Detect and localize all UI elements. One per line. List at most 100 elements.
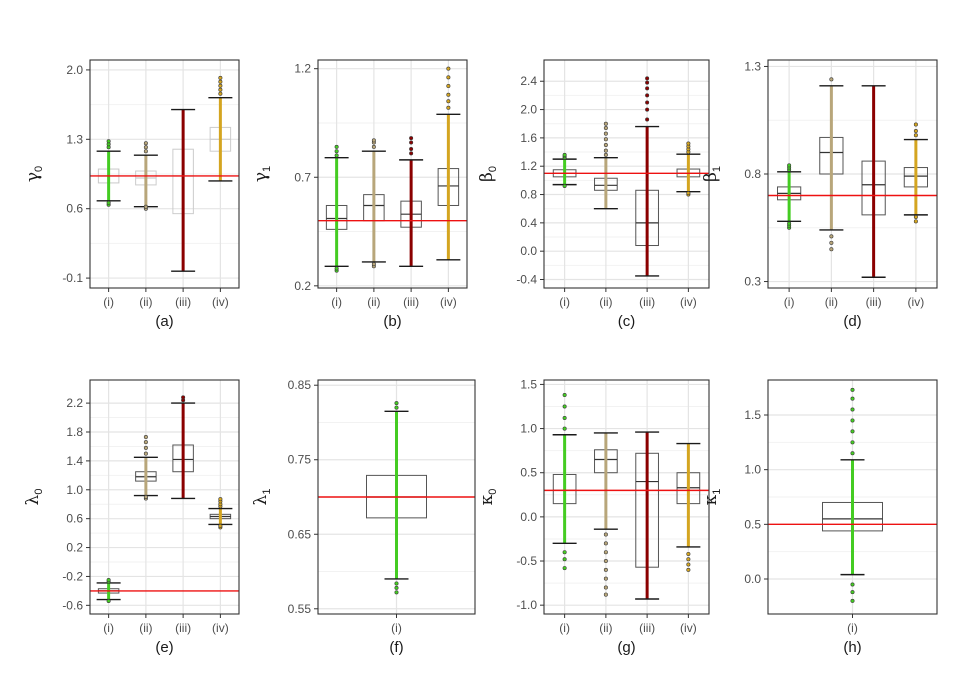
outlier-point [787,163,792,168]
chart-panel: 0.55 0.65 0.75 0.85 (i) λ1 (f) [251,378,476,656]
x-tick-label: (i) [331,295,342,309]
outlier-point [913,219,918,224]
outlier-point [218,75,223,80]
outlier-point [106,200,111,205]
outlier-point [106,598,111,603]
y-tick-label: 0.0 [520,244,537,258]
x-tick-label: (iv) [680,621,697,635]
outlier-point [603,148,608,153]
y-tick-label: 1.2 [520,159,537,173]
y-tick-label: 2.4 [520,74,537,88]
outlier-point [562,566,567,571]
x-tick-label: (iii) [175,621,191,635]
y-tick-label: -1.0 [516,598,537,612]
x-tick-label: (ii) [825,295,838,309]
outlier-point [829,247,834,252]
chart-panel: -1.0 -0.5 0.0 0.5 1.0 1.5 (i) (ii) (iii) (iv) κ0 (g… [477,377,710,656]
outlier-point [143,440,148,445]
outlier-point [218,79,223,84]
outlier-point [603,576,608,581]
box-plot [819,77,844,252]
box-plot [593,432,618,597]
outlier-point [829,77,834,82]
y-tick-label: -0.5 [516,554,537,568]
outlier-point [686,551,691,556]
outlier-point [645,86,650,91]
outlier-point [143,145,148,150]
outlier-point [334,144,339,149]
outlier-point [143,204,148,209]
outlier-point [218,83,223,88]
outlier-point [446,66,451,71]
outlier-point [218,91,223,96]
outlier-point [603,131,608,136]
y-tick-label: 1.5 [520,377,537,391]
y-tick-label: 0.2 [66,541,83,555]
outlier-point [603,125,608,130]
chart-panel: -0.4 0.0 0.4 0.8 1.2 1.6 2.0 2.4 (i) (ii) (iii) (iv… [477,59,710,330]
box-plot [366,401,427,595]
outlier-point [394,401,399,406]
box-plot [777,163,802,230]
box-plot [133,435,158,501]
outlier-point [645,93,650,98]
x-tick-label: (iv) [440,295,457,309]
outlier-point [562,550,567,555]
outlier-point [371,144,376,149]
outlier-point [850,387,855,392]
outlier-point [106,139,111,144]
y-tick-label: 1.3 [66,132,83,146]
outlier-point [850,451,855,456]
outlier-point [603,137,608,142]
outlier-point [913,133,918,138]
outlier-point [562,426,567,431]
panel-border [767,379,938,615]
panel-border [543,59,710,289]
y-axis-label: β1 [701,166,723,182]
outlier-point [850,598,855,603]
x-tick-label: (i) [103,295,114,309]
x-tick-label: (ii) [139,621,152,635]
outlier-point [686,141,691,146]
y-tick-label: 0.8 [520,188,537,202]
box-plot [436,66,461,261]
chart-panel: -0.1 0.6 1.3 2.0 (i) (ii) (iii) (iv) γ0 (a) [23,59,240,330]
y-axis-label: λ1 [251,489,273,506]
panel-caption: (d) [843,313,861,330]
outlier-point [913,215,918,220]
outlier-point [394,585,399,590]
box-plot [635,76,660,277]
panel-caption: (a) [155,313,173,330]
chart-panel: 0.3 0.8 1.3 (i) (ii) (iii) (iv) β1 (d) [701,59,938,330]
y-tick-label: 2.0 [520,103,537,117]
outlier-point [829,240,834,245]
y-tick-label: -0.2 [62,569,83,583]
outlier-point [645,117,650,122]
box-plot [361,138,386,269]
outlier-point [603,541,608,546]
box-plot [552,393,577,571]
y-tick-label: 0.4 [520,216,537,230]
outlier-point [143,494,148,499]
y-tick-label: 0.85 [288,378,312,392]
x-tick-label: (iii) [866,295,882,309]
outlier-point [645,100,650,105]
outlier-point [913,128,918,133]
outlier-point [446,75,451,80]
y-axis-label: λ0 [23,489,45,506]
outlier-point [603,550,608,555]
box-plot [399,136,424,267]
box-plot [635,431,660,600]
y-tick-label: 1.0 [744,463,761,477]
box-plot [324,144,349,273]
outlier-point [143,149,148,154]
y-tick-label: -0.6 [62,598,83,612]
outlier-point [394,581,399,586]
outlier-point [603,152,608,157]
outlier-point [603,532,608,537]
outlier-point [603,592,608,597]
x-tick-label: (iii) [639,295,655,309]
outlier-point [218,87,223,92]
x-tick-label: (ii) [599,621,612,635]
